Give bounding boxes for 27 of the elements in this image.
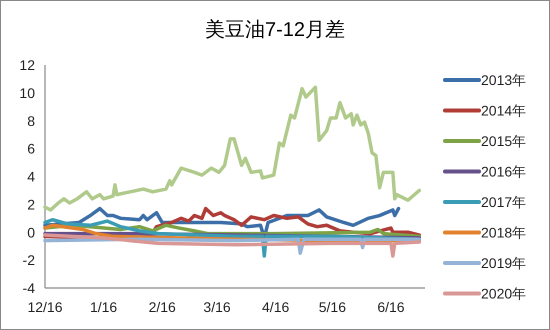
x-tick-label: 2/16 — [148, 299, 176, 315]
x-tick-label: 4/16 — [262, 299, 290, 315]
y-tick-label: 4 — [27, 168, 36, 184]
x-tick-label: 6/16 — [377, 299, 405, 315]
line-series — [43, 233, 422, 258]
y-tick-label: 6 — [27, 140, 36, 157]
y-tick-label: 8 — [27, 112, 36, 129]
y-tick-label: 0 — [27, 224, 36, 240]
y-tick-label: 12 — [19, 57, 36, 73]
y-tick-label: -4 — [22, 280, 36, 296]
x-tick-label: 5/16 — [318, 299, 346, 315]
x-tick-label: 12/16 — [27, 299, 63, 315]
legend-label: 2015年 — [481, 133, 526, 149]
x-tick-label: 1/16 — [90, 299, 118, 315]
legend-label: 2013年 — [481, 72, 526, 88]
legend-label: 2017年 — [481, 194, 526, 210]
y-tick-label: 10 — [19, 84, 36, 101]
y-tick-label: -2 — [22, 252, 36, 268]
legend-label: 2020年 — [481, 286, 526, 302]
y-tick-label: 2 — [27, 196, 36, 212]
legend-label: 2014年 — [481, 102, 526, 118]
chart-title: 美豆油7-12月差 — [204, 18, 346, 41]
legend-label: 2016年 — [481, 164, 526, 180]
legend-label: 2018年 — [481, 224, 526, 240]
legend-label: 2019年 — [481, 255, 526, 271]
line-series — [43, 86, 422, 212]
x-tick-label: 3/16 — [203, 299, 231, 315]
